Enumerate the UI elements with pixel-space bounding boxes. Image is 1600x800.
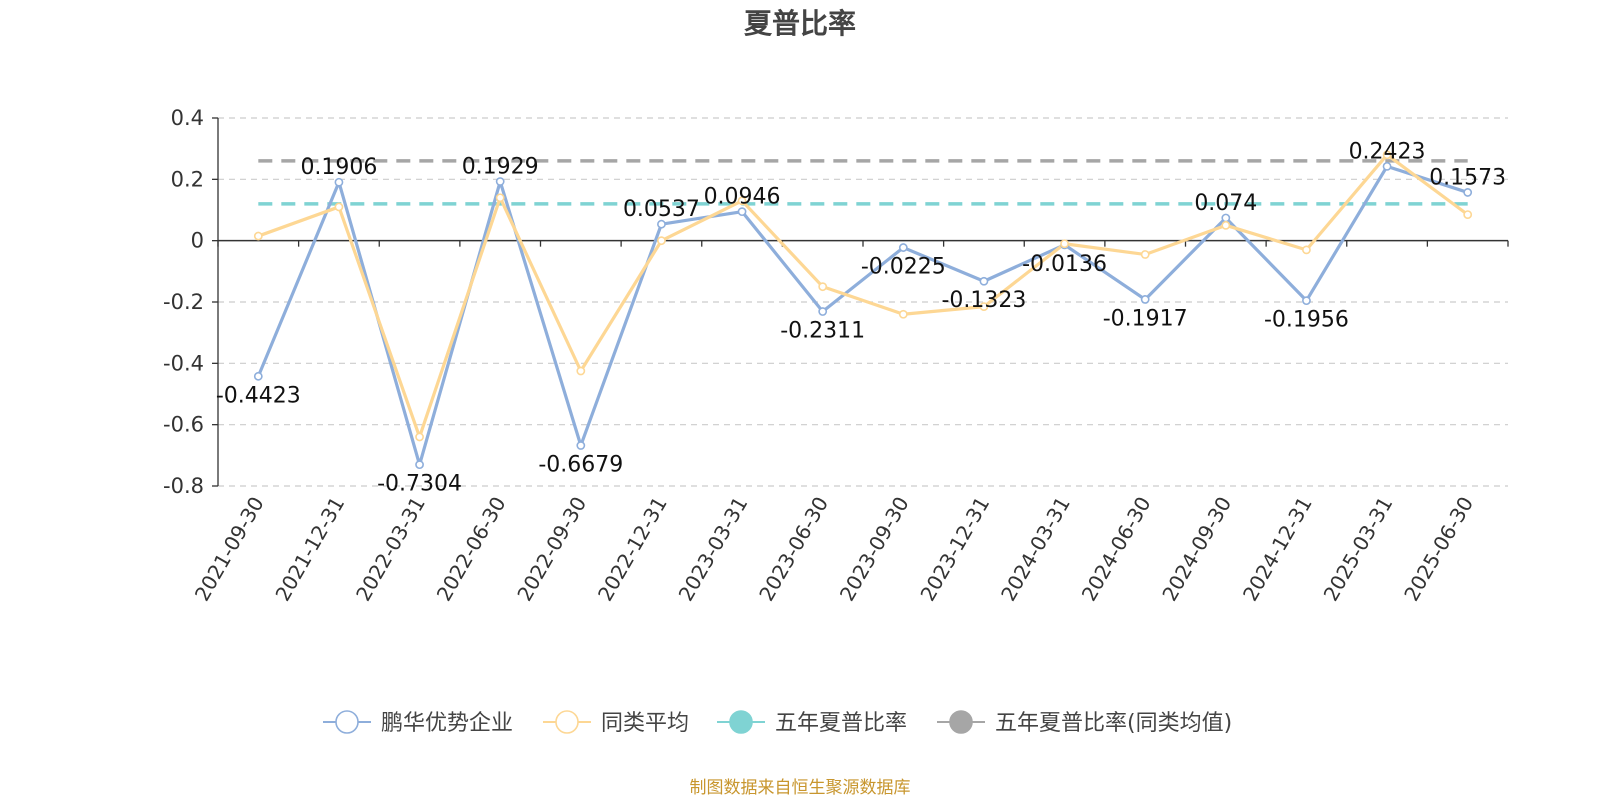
legend-item-0[interactable]: 鹏华优势企业 <box>323 710 513 736</box>
series-point-0[interactable] <box>576 441 586 450</box>
series-point-1[interactable] <box>818 282 828 292</box>
series-point-1[interactable] <box>1140 250 1150 259</box>
data-label: -0.1956 <box>1264 308 1349 333</box>
legend-item-3[interactable]: 五年夏普比率(同类均值) <box>937 710 1232 736</box>
data-label: 0.074 <box>1194 191 1257 216</box>
x-tick-label: 2024-06-30 <box>1077 493 1156 606</box>
legend-marker <box>335 710 359 734</box>
x-tick-label: 2024-12-31 <box>1238 493 1317 606</box>
y-axis: 0.4 0.2 0 -0.2 -0.4 -0.6 -0.8 <box>163 106 219 498</box>
series-point-1[interactable] <box>1302 245 1311 255</box>
series-point-0[interactable] <box>818 307 828 316</box>
series-point-0[interactable] <box>415 460 424 470</box>
series-point-0[interactable] <box>1140 295 1150 304</box>
x-tick-label: 2024-03-31 <box>996 493 1075 606</box>
legend-label: 同类平均 <box>601 711 689 736</box>
series-point-0[interactable] <box>334 177 344 187</box>
series-line-1 <box>257 153 1469 439</box>
data-label: 0.1906 <box>300 155 377 180</box>
y-tick-label: 0.2 <box>171 167 204 191</box>
legend-marker <box>729 710 753 734</box>
series-point-0[interactable] <box>737 207 747 217</box>
series-point-0[interactable] <box>1463 188 1473 197</box>
x-tick-label: 2021-09-30 <box>190 493 269 606</box>
x-tick-label: 2025-06-30 <box>1399 493 1478 606</box>
legend-marker <box>949 710 973 734</box>
series-point-1[interactable] <box>1060 239 1069 249</box>
data-label: -0.6679 <box>538 452 623 477</box>
x-tick-label: 2024-09-30 <box>1157 493 1236 606</box>
data-label: 0.2423 <box>1349 139 1426 164</box>
series-point-0[interactable] <box>898 243 908 252</box>
series-point-1[interactable] <box>495 193 505 203</box>
data-label: -0.0225 <box>861 255 946 280</box>
y-tick-label: 0.4 <box>171 106 204 130</box>
data-label: 0.0537 <box>623 197 700 222</box>
legend-label: 鹏华优势企业 <box>381 711 513 736</box>
series-point-1[interactable] <box>334 202 344 212</box>
data-label: 0.1573 <box>1429 165 1506 190</box>
y-tick-label: 0 <box>191 229 204 253</box>
series-point-1[interactable] <box>898 309 908 319</box>
x-tick-label: 2022-12-31 <box>593 493 672 606</box>
series-point-1[interactable] <box>1221 220 1231 230</box>
x-tick-label: 2022-03-31 <box>351 493 430 606</box>
series-point-1[interactable] <box>979 302 989 311</box>
data-label: -0.1917 <box>1103 306 1188 331</box>
x-tick-label: 2025-03-31 <box>1318 493 1397 606</box>
x-tick-label: 2022-06-30 <box>432 493 511 606</box>
chart-title: 夏普比率 <box>744 7 856 40</box>
series-point-0[interactable] <box>1382 161 1392 171</box>
y-tick-label: -0.4 <box>163 351 204 375</box>
series-point-0[interactable] <box>495 177 505 186</box>
data-label: -0.4423 <box>216 383 301 408</box>
y-tick-label: -0.6 <box>163 413 204 437</box>
y-tick-label: -0.8 <box>163 474 204 498</box>
data-label: -0.1323 <box>941 288 1026 313</box>
series-point-0[interactable] <box>253 371 263 381</box>
series-point-1[interactable] <box>576 366 586 376</box>
legend-label: 五年夏普比率(同类均值) <box>995 711 1232 736</box>
data-label: 0.1929 <box>462 155 539 180</box>
legend-label: 五年夏普比率 <box>775 711 907 736</box>
x-tick-label: 2022-09-30 <box>512 493 591 606</box>
data-label: -0.2311 <box>780 319 865 344</box>
series-point-0[interactable] <box>657 219 666 229</box>
x-tick-label: 2023-12-31 <box>915 493 994 606</box>
x-tick-label: 2023-03-31 <box>673 493 752 606</box>
x-tick-label: 2023-09-30 <box>835 493 914 606</box>
data-label: -0.0136 <box>1022 252 1107 277</box>
legend-item-1[interactable]: 同类平均 <box>543 710 689 736</box>
legend-item-2[interactable]: 五年夏普比率 <box>717 710 907 736</box>
series-line-0 <box>256 164 1469 467</box>
series-point-1[interactable] <box>253 231 263 241</box>
data-label: 0.0946 <box>704 185 781 210</box>
x-tick-label: 2023-06-30 <box>754 493 833 606</box>
series-point-0[interactable] <box>1302 296 1311 306</box>
grid <box>218 117 1508 487</box>
legend[interactable]: 鹏华优势企业 同类平均 五年夏普比率 五年夏普比率(同类均值) <box>323 710 1232 736</box>
series-point-1[interactable] <box>657 236 666 246</box>
series-point-1[interactable] <box>1382 150 1392 160</box>
data-labels: -0.44230.1906-0.73040.1929-0.66790.05370… <box>216 139 1506 496</box>
series-point-1[interactable] <box>1463 210 1473 219</box>
series <box>253 150 1473 470</box>
series-point-0[interactable] <box>979 276 989 286</box>
x-tick-label: 2021-12-31 <box>270 493 349 606</box>
data-label: -0.7304 <box>377 472 462 497</box>
series-point-1[interactable] <box>737 196 747 206</box>
source-note: 制图数据来自恒生聚源数据库 <box>690 778 911 798</box>
y-tick-label: -0.2 <box>163 290 204 314</box>
reference-lines <box>258 159 1468 206</box>
legend-marker <box>555 710 579 734</box>
series-point-1[interactable] <box>415 432 424 442</box>
